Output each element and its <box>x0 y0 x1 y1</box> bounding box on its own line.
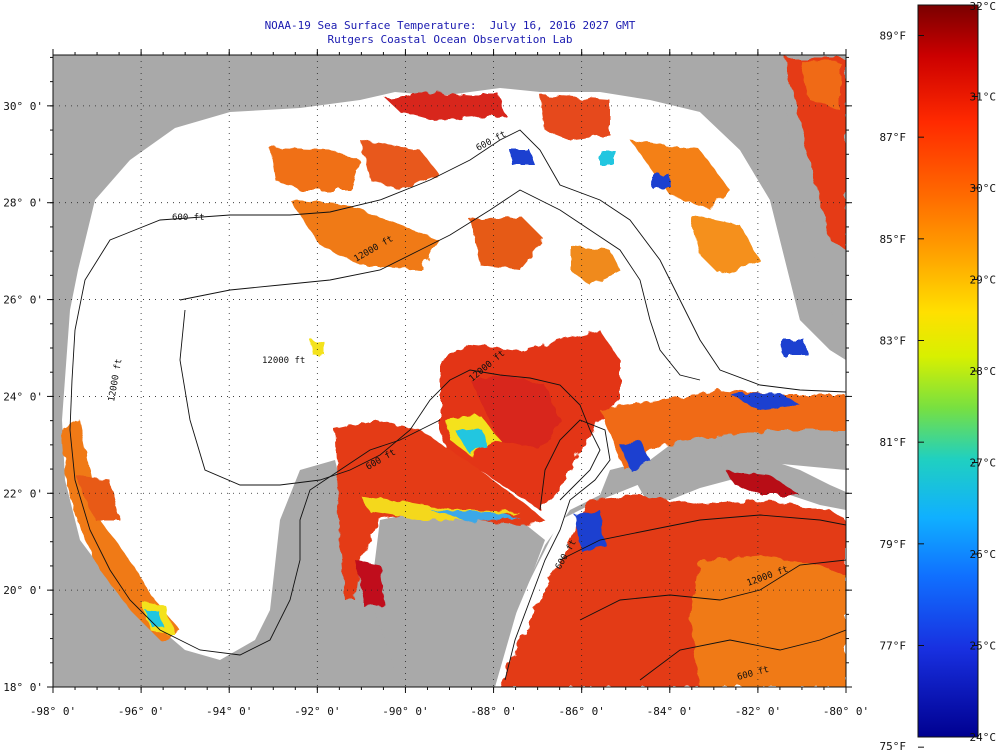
map-area: 600 ft 600 ft 12000 ft 12000 ft 12000 ft… <box>53 55 846 687</box>
colorbar-label-c: 25°C <box>970 640 997 653</box>
lat-tick-label: 30° 0' <box>3 100 43 113</box>
lon-tick-label: -92° 0' <box>294 705 340 718</box>
colorbar-label-f: 89°F <box>880 30 907 43</box>
colorbar-label-c: 26°C <box>970 548 997 561</box>
colorbar-label-f: 75°F <box>880 740 907 753</box>
colorbar-label-f: 83°F <box>880 335 907 348</box>
florida <box>700 90 846 360</box>
colorbar-label-f: 87°F <box>880 131 907 144</box>
lat-tick-label: 28° 0' <box>3 197 43 210</box>
colorbar-label-c: 32°C <box>970 0 997 13</box>
contour-600ft-west <box>69 329 441 656</box>
colorbar-label-f: 81°F <box>880 436 907 449</box>
chart-title: NOAA-19 Sea Surface Temperature: July 16… <box>264 19 636 32</box>
lon-tick-label: -88° 0' <box>470 705 516 718</box>
lat-tick-label: 22° 0' <box>3 487 43 500</box>
graticule <box>53 55 846 687</box>
yucatan <box>370 512 545 687</box>
lon-tick-label: -98° 0' <box>30 705 76 718</box>
contour-caribbean-3 <box>639 629 846 681</box>
colorbar-label-c: 29°C <box>970 274 997 287</box>
lon-tick-label: -86° 0' <box>558 705 604 718</box>
colorbar-label-f: 85°F <box>880 233 907 246</box>
contour-12000ft <box>179 189 701 381</box>
colorbar-ticks: 32°C 31°C 30°C 29°C 28°C 27°C 26°C 25°C 24°C 89°F… <box>880 0 997 753</box>
lon-tick-label: -82° 0' <box>735 705 781 718</box>
colorbar <box>917 4 979 738</box>
colorbar-label-c: 30°C <box>970 182 997 195</box>
lon-tick-label: -84° 0' <box>647 705 693 718</box>
lon-tick-label: -96° 0' <box>118 705 164 718</box>
colorbar-label-c: 28°C <box>970 365 997 378</box>
contour-yucatan-shelf <box>504 419 611 681</box>
title-block: NOAA-19 Sea Surface Temperature: July 16… <box>0 19 900 47</box>
contour-600ft-north <box>74 129 846 393</box>
lat-tick-label: 18° 0' <box>3 681 43 694</box>
colorbar-label-f: 79°F <box>880 538 907 551</box>
colorbar-label-c: 31°C <box>970 91 997 104</box>
lat-tick-label: 26° 0' <box>3 294 43 307</box>
lon-tick-label: -90° 0' <box>382 705 428 718</box>
contour-label: 12000 ft <box>262 356 305 366</box>
chart-subtitle: Rutgers Coastal Ocean Observation Lab <box>327 33 573 46</box>
lon-tick-label: -80° 0' <box>823 705 869 718</box>
contour-12000ft-inner <box>179 309 601 501</box>
axis-ticks: -98° 0' -96° 0' -94° 0' -92° 0' -90° 0' -88° … <box>3 49 869 718</box>
colorbar-label-c: 24°C <box>970 731 997 744</box>
contour-label: 600 ft <box>172 213 205 223</box>
lon-tick-label: -94° 0' <box>206 705 252 718</box>
lat-tick-label: 24° 0' <box>3 390 43 403</box>
contour-caribbean-2 <box>579 559 846 621</box>
colorbar-label-f: 77°F <box>880 640 907 653</box>
colorbar-label-c: 27°C <box>970 457 997 470</box>
bathymetry-contours <box>69 129 846 681</box>
lat-tick-label: 20° 0' <box>3 584 43 597</box>
contour-caribbean <box>559 514 846 561</box>
